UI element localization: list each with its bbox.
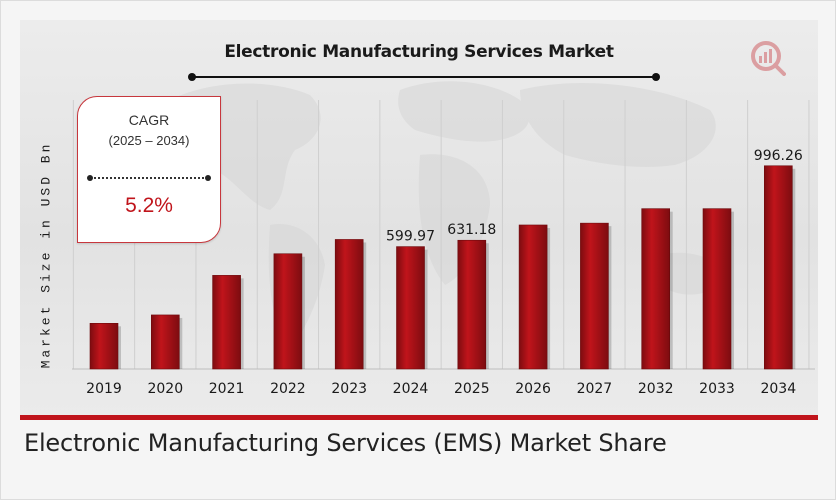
- data-label: 599.97: [386, 229, 435, 245]
- bar-shadow-2034: [792, 168, 796, 369]
- x-tick-label: 2025: [454, 381, 490, 397]
- bar-shadow-2025: [485, 243, 489, 369]
- bar-shadow-2024: [424, 249, 428, 369]
- x-tick-label: 2019: [86, 381, 122, 397]
- cagr-value: 5.2%: [125, 194, 173, 217]
- bar-2024: [396, 246, 425, 370]
- bar-shadow-2020: [179, 317, 183, 369]
- figure-caption: Electronic Manufacturing Services (EMS) …: [24, 429, 667, 457]
- chart-title: Electronic Manufacturing Services Market: [224, 42, 614, 62]
- x-tick-label: 2027: [577, 381, 613, 397]
- bar-chart: 2019 2020 2021 2022 2023 2024 599.97 2025 631.18…: [72, 100, 815, 397]
- x-tick-label: 2024: [393, 381, 429, 397]
- bar-2025: [457, 239, 487, 370]
- bar-2019: [89, 323, 119, 370]
- bar-2033: [702, 208, 732, 370]
- bar-shadow-2021: [240, 278, 244, 369]
- x-tick-label: 2023: [331, 381, 367, 397]
- chart-panel: Electronic Manufacturing Services Market…: [20, 20, 818, 415]
- bar-2027: [580, 222, 609, 370]
- title-underline: [188, 73, 660, 81]
- data-label: 631.18: [447, 222, 496, 238]
- bar-2032: [641, 208, 671, 370]
- bar-shadow-2033: [731, 211, 734, 369]
- accent-rule: [20, 415, 818, 420]
- bar-2021: [212, 275, 241, 370]
- data-label: 996.26: [754, 148, 803, 164]
- bar-shadow-2032: [669, 211, 673, 369]
- brand-logo-icon: [751, 41, 786, 76]
- x-tick-label: 2020: [147, 381, 183, 397]
- bar-shadow-2026: [547, 227, 551, 369]
- cagr-period: (2025 – 2034): [108, 133, 190, 148]
- x-tick-label: 2021: [209, 381, 245, 397]
- cagr-label: CAGR: [128, 112, 170, 128]
- bar-2022: [273, 253, 303, 370]
- bar-2026: [518, 224, 548, 370]
- x-tick-label: 2033: [699, 381, 735, 397]
- x-tick-label: 2034: [760, 381, 796, 397]
- bar-2034: [763, 165, 793, 370]
- bar-shadow-2027: [608, 226, 612, 369]
- bar-shadow-2022: [301, 256, 305, 369]
- bar-shadow-2023: [363, 242, 367, 369]
- bar-2020: [151, 314, 180, 370]
- bar-2023: [334, 239, 364, 370]
- x-tick-label: 2032: [638, 381, 674, 397]
- bar-shadow-2019: [118, 326, 121, 369]
- x-tick-label: 2022: [270, 381, 306, 397]
- cagr-divider: [87, 175, 211, 181]
- cagr-callout: CAGR (2025 – 2034) 5.2%: [77, 96, 221, 243]
- x-tick-label: 2026: [515, 381, 551, 397]
